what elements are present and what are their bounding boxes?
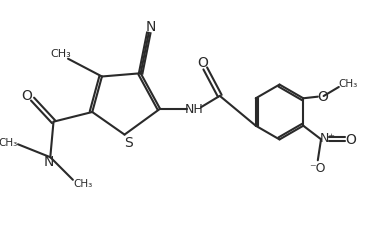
Text: O: O: [197, 56, 208, 70]
Text: O: O: [21, 89, 32, 103]
Text: ⁻O: ⁻O: [309, 161, 325, 174]
Text: NH: NH: [184, 102, 203, 115]
Text: N: N: [43, 154, 54, 168]
Text: CH₃: CH₃: [0, 137, 18, 147]
Text: CH₃: CH₃: [339, 79, 358, 89]
Text: N: N: [145, 20, 155, 34]
Text: CH₃: CH₃: [51, 49, 71, 59]
Text: N⁺: N⁺: [320, 132, 336, 144]
Text: O: O: [317, 90, 328, 104]
Text: CH₃: CH₃: [74, 178, 93, 188]
Text: O: O: [345, 132, 356, 146]
Text: S: S: [124, 135, 133, 149]
